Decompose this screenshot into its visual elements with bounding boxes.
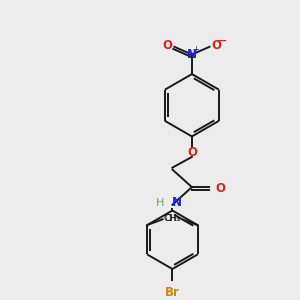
Text: H: H [156,198,165,208]
Text: O: O [215,182,225,195]
Text: N: N [171,196,182,209]
Text: +: + [192,45,199,54]
Text: O: O [163,39,172,52]
Text: O: O [187,146,197,158]
Text: O: O [211,39,221,52]
Text: N: N [187,48,197,61]
Text: CH₃: CH₃ [165,214,181,223]
Text: −: − [217,35,227,48]
Text: Br: Br [165,286,180,298]
Text: CH₃: CH₃ [164,214,180,223]
